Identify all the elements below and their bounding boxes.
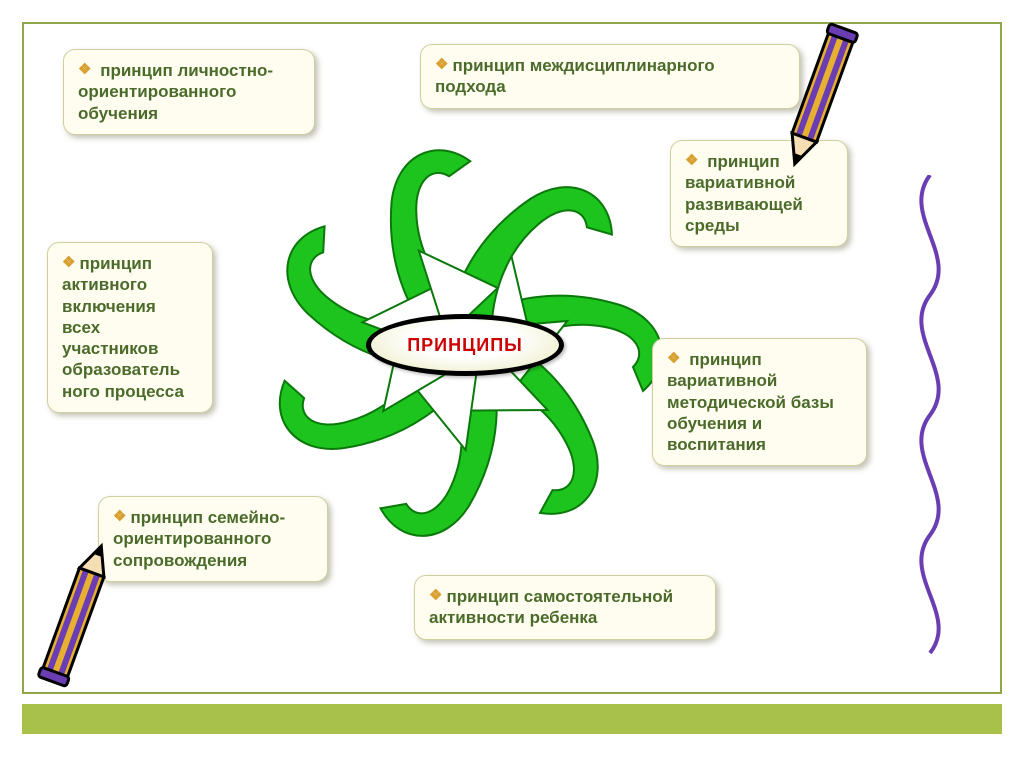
bullet-icon: ❖ [78,61,91,78]
squiggle-icon [895,175,965,655]
node-text: принцип активного включения всех участни… [62,254,184,401]
node-text: принцип личностно-ориентированного обуче… [78,61,273,123]
node-n1: ❖ принцип личностно-ориентированного обу… [63,49,315,135]
bullet-icon: ❖ [429,587,442,604]
center-ellipse: ПРИНЦИПЫ [366,314,564,376]
bullet-icon: ❖ [62,254,75,271]
footer-bar [22,704,1002,734]
bullet-icon: ❖ [435,56,448,73]
center-label: ПРИНЦИПЫ [407,335,523,356]
pencil-icon [753,20,883,180]
node-n7: ❖принцип активного включения всех участн… [47,242,213,413]
node-n4: ❖ принцип вариативной методической базы … [652,338,867,466]
bullet-icon: ❖ [685,152,698,169]
node-n5: ❖принцип самостоятельной активности ребе… [414,575,716,640]
node-text: принцип междисциплинарного подхода [435,56,715,96]
bullet-icon: ❖ [113,508,126,525]
node-text: принцип самостоятельной активности ребен… [429,587,673,627]
bullet-icon: ❖ [667,350,680,367]
node-text: принцип вариативной методической базы об… [667,350,834,454]
pencil-icon [8,530,148,690]
node-n2: ❖принцип междисциплинарного подхода [420,44,800,109]
